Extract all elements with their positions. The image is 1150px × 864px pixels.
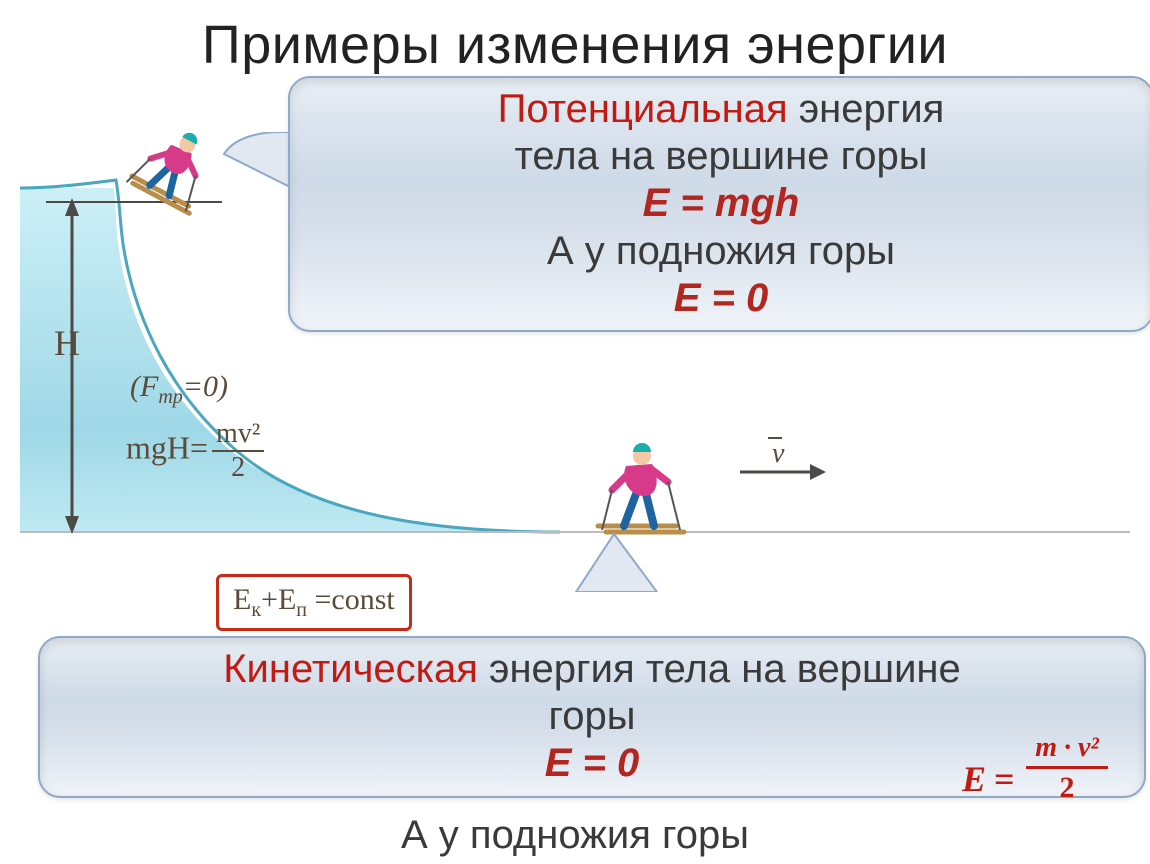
potential-energy-callout: Потенциальная энергия тела на вершине го… [288,76,1150,332]
svg-text:v: v [772,438,785,469]
velocity-arrow: v [740,438,826,480]
skier-bottom [598,443,684,532]
ke-bottom-note: А у подножия горы [0,813,1150,858]
friction-note: (Fтр=0) [130,370,228,409]
conservation-eq: mgH= mv² 2 [126,418,264,484]
conservation-const-box: Eк+Eп =const [216,574,412,631]
ke-keyword: Кинетическая [223,647,478,691]
height-label: H [54,322,80,364]
page-title: Примеры изменения энергии [0,14,1150,76]
pe-keyword: Потенциальная [498,87,788,131]
